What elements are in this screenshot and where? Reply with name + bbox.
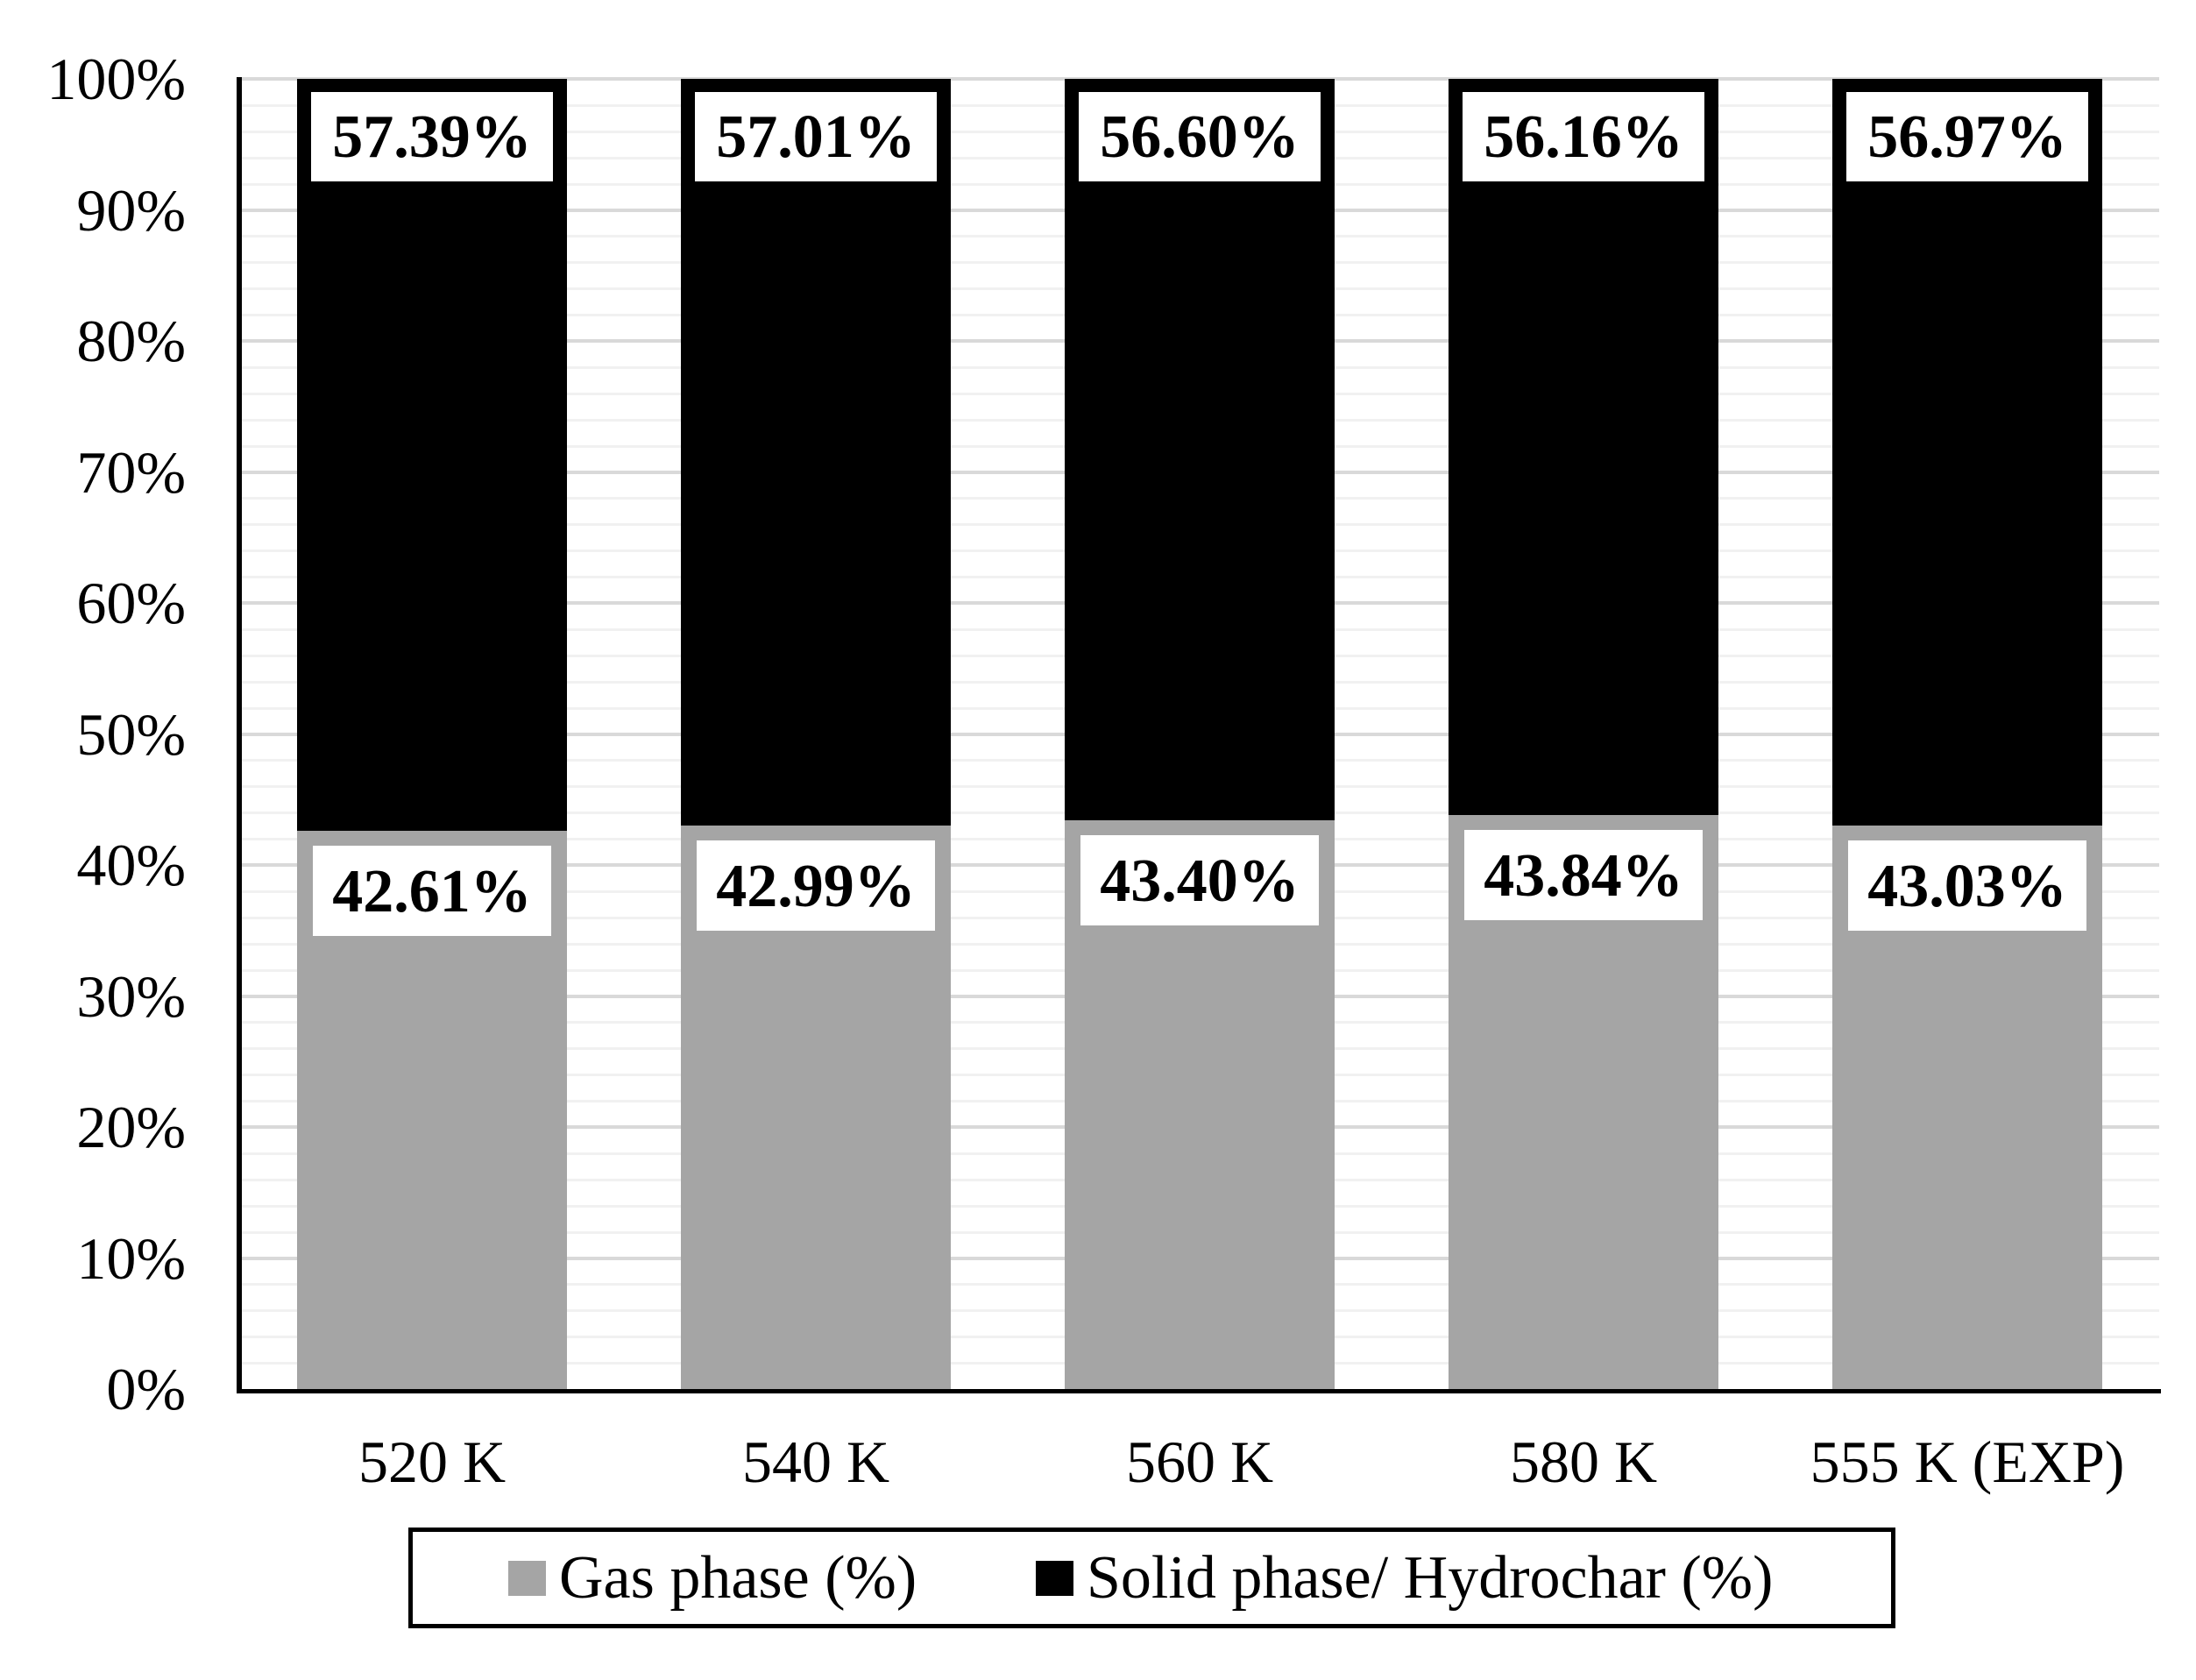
stacked-bar: 56.60% 43.40%: [1065, 79, 1335, 1389]
data-label-solid-phase: 56.16%: [1463, 92, 1704, 181]
data-label-solid-phase: 57.39%: [311, 92, 553, 181]
y-tick-label: 70%: [76, 439, 186, 506]
legend-item-gas-phase: Gas phase (%): [508, 1532, 917, 1624]
y-tick-label: 40%: [76, 832, 186, 898]
legend-swatch-solid-icon: [1036, 1560, 1073, 1596]
y-tick-label: 0%: [106, 1356, 186, 1422]
stacked-bar: 56.97% 43.03%: [1832, 79, 2102, 1389]
data-label-solid-phase: 57.01%: [695, 92, 937, 181]
x-category-label: 560 K: [1125, 1428, 1274, 1495]
bar-segment-solid-phase: [681, 79, 951, 826]
y-tick-label: 30%: [76, 963, 186, 1030]
stacked-bar: 57.39% 42.61%: [297, 79, 567, 1389]
x-category-label: 555 K (EXP): [1810, 1428, 2125, 1495]
y-tick-label: 80%: [76, 308, 186, 374]
data-label-solid-phase: 56.60%: [1079, 92, 1321, 181]
y-axis-line: [237, 77, 242, 1393]
bar-segment-solid-phase: [297, 79, 567, 831]
legend: Gas phase (%) Solid phase/ Hydrochar (%): [408, 1528, 1895, 1628]
data-label-gas-phase: 42.61%: [313, 846, 551, 936]
data-label-gas-phase: 42.99%: [697, 840, 935, 931]
data-label-gas-phase: 43.40%: [1080, 835, 1319, 925]
bar-segment-solid-phase: [1449, 79, 1718, 815]
bar-segment-solid-phase: [1832, 79, 2102, 826]
y-tick-label: 50%: [76, 701, 186, 768]
stacked-bar: 57.01% 42.99%: [681, 79, 951, 1389]
x-category-label: 580 K: [1509, 1428, 1658, 1495]
data-label-solid-phase: 56.97%: [1846, 92, 2088, 181]
bar-segment-solid-phase: [1065, 79, 1335, 820]
x-category-label: 520 K: [358, 1428, 506, 1495]
data-label-gas-phase: 43.84%: [1464, 830, 1703, 920]
x-axis-line: [237, 1389, 2161, 1393]
x-category-label: 540 K: [741, 1428, 890, 1495]
y-tick-label: 60%: [76, 570, 186, 636]
y-tick-label: 90%: [76, 177, 186, 244]
y-tick-label: 100%: [46, 46, 186, 112]
y-tick-label: 10%: [76, 1225, 186, 1292]
legend-swatch-gas-icon: [508, 1560, 546, 1596]
legend-label-solid-phase: Solid phase/ Hydrochar (%): [1087, 1543, 1774, 1612]
data-label-gas-phase: 43.03%: [1848, 840, 2086, 931]
y-tick-label: 20%: [76, 1094, 186, 1160]
legend-label-gas-phase: Gas phase (%): [559, 1543, 917, 1612]
legend-item-solid-phase: Solid phase/ Hydrochar (%): [1036, 1532, 1773, 1624]
stacked-bar: 56.16% 43.84%: [1449, 79, 1718, 1389]
